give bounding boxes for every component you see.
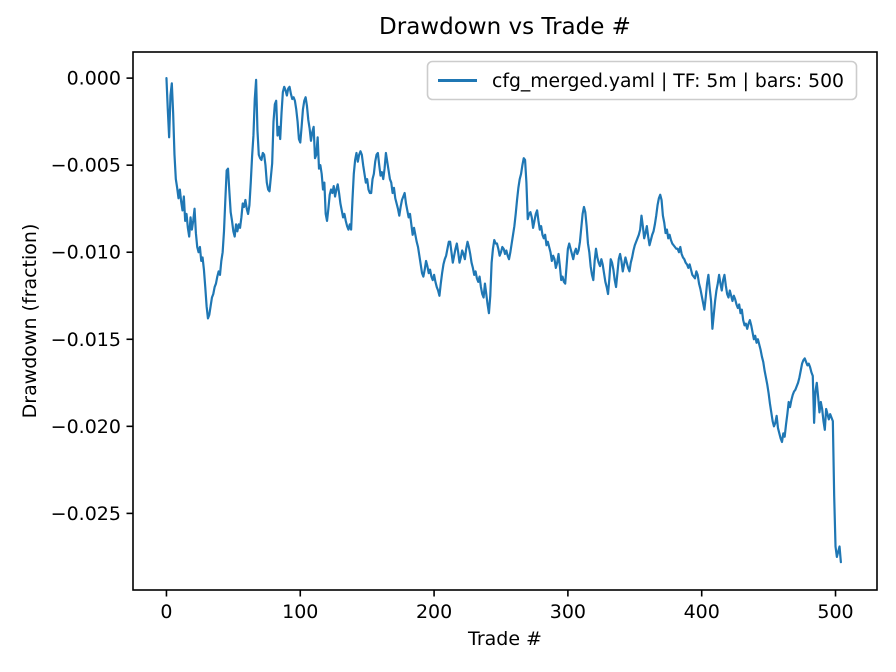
x-axis-ticks: 0 100 200 300 400 500 bbox=[160, 590, 854, 623]
chart-title: Drawdown vs Trade # bbox=[379, 14, 631, 40]
x-axis-label: Trade # bbox=[467, 628, 542, 650]
y-tick-label: −0.010 bbox=[51, 242, 121, 264]
x-tick-label: 400 bbox=[684, 601, 720, 623]
y-axis-ticks: 0.000 −0.005 −0.010 −0.015 −0.020 −0.025 bbox=[51, 68, 133, 525]
x-tick-label: 100 bbox=[282, 601, 318, 623]
y-tick-label: −0.005 bbox=[51, 155, 121, 177]
plot-area bbox=[132, 51, 878, 591]
y-tick-label: −0.020 bbox=[51, 416, 121, 438]
x-tick-label: 200 bbox=[416, 601, 452, 623]
drawdown-series-line bbox=[165, 77, 842, 564]
legend: cfg_merged.yaml | TF: 5m | bars: 500 bbox=[426, 60, 858, 101]
y-tick-label: −0.015 bbox=[51, 329, 121, 351]
legend-box bbox=[426, 60, 858, 101]
x-tick-label: 300 bbox=[550, 601, 586, 623]
y-tick-label: 0.000 bbox=[67, 68, 121, 90]
legend-entry-label: cfg_merged.yaml | TF: 5m | bars: 500 bbox=[492, 71, 844, 92]
x-tick-label: 500 bbox=[817, 601, 853, 623]
y-axis-label: Drawdown (fraction) bbox=[19, 224, 41, 419]
x-tick-label: 0 bbox=[160, 601, 172, 623]
y-tick-label: −0.025 bbox=[51, 503, 121, 525]
